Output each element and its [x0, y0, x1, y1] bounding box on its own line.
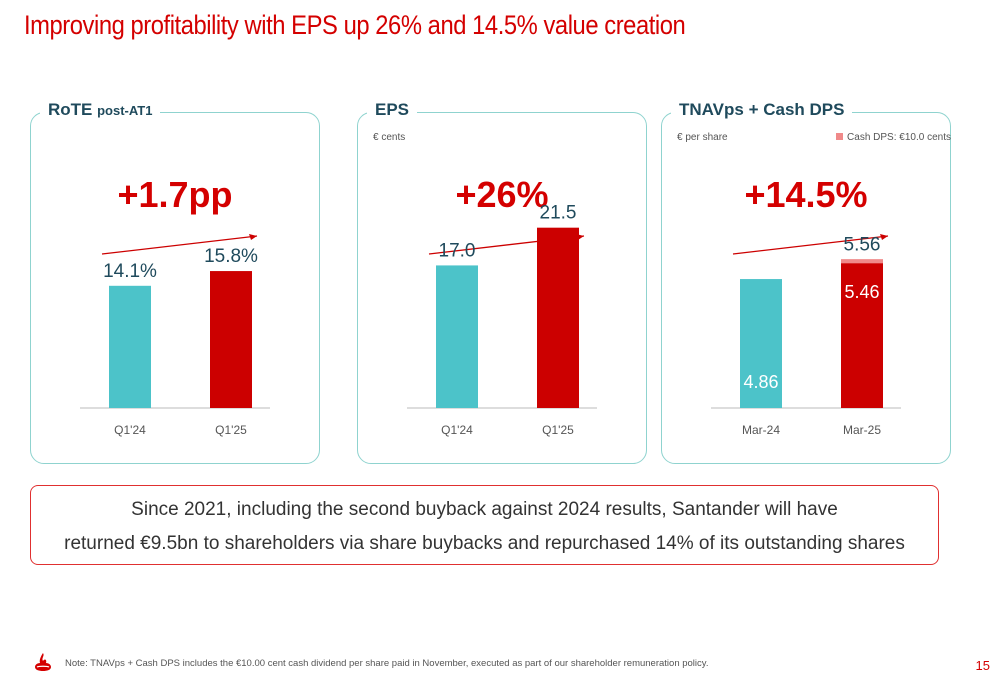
growth-arrow-line [732, 235, 889, 255]
bar [537, 227, 579, 408]
x-tick-label: Mar-25 [843, 423, 881, 437]
data-label: 15.8% [204, 246, 258, 267]
total-label: 5.56 [844, 234, 881, 255]
bar [841, 263, 883, 408]
callout-line-2: returned €9.5bn to shareholders via shar… [64, 533, 905, 554]
growth-arrow-head [880, 234, 888, 240]
x-tick-label: Q1'24 [114, 423, 146, 437]
growth-label: +26% [455, 174, 549, 215]
panel-title: EPS [367, 100, 418, 120]
rote-chart: Q1'24 14.1% Q1'25 15.8% [80, 234, 270, 437]
eps-chart: Q1'24 17.0 Q1'25 21.5 [407, 203, 597, 437]
legend: Cash DPS: €10.0 cents [836, 132, 951, 143]
panel-title: TNAVps + Cash DPS [671, 100, 853, 120]
santander-flame-icon [35, 653, 51, 671]
bar [109, 285, 151, 408]
data-label: 21.5 [540, 203, 577, 224]
buyback-callout: Since 2021, including the second buyback… [30, 485, 939, 565]
callout-line-1: Since 2021, including the second buyback… [131, 499, 838, 520]
legend-swatch [836, 133, 844, 140]
growth-arrow-line [101, 235, 258, 255]
tnav-chart: Mar-24 4.86 Mar-25 5.46 5.56 [711, 234, 901, 437]
data-label: 5.46 [844, 282, 879, 302]
x-tick-label: Q1'25 [215, 423, 247, 437]
panel-frame [357, 112, 647, 464]
unit-label: € cents [373, 132, 406, 143]
growth-label: +1.7pp [117, 174, 233, 215]
unit-label: € per share [677, 132, 728, 143]
panel-title: RoTE post-AT1 [40, 100, 161, 120]
growth-label: +14.5% [744, 174, 868, 215]
growth-arrow-head [249, 234, 257, 240]
panel-frame [30, 112, 320, 464]
page-title: Improving profitability with EPS up 26% … [24, 10, 686, 40]
footnote: Note: TNAVps + Cash DPS includes the €10… [65, 658, 709, 669]
data-label: 4.86 [743, 372, 778, 392]
x-tick-label: Mar-24 [742, 423, 780, 437]
bar [436, 265, 478, 408]
data-label: 14.1% [103, 261, 157, 282]
x-tick-label: Q1'25 [542, 423, 574, 437]
rote-panel: RoTE post-AT1 +1.7pp Q1'24 14.1% Q1'25 15.8… [30, 100, 320, 464]
x-tick-label: Q1'24 [441, 423, 473, 437]
page-number: 15 [975, 658, 990, 673]
tnav-panel: TNAVps + Cash DPS € per share Cash DPS: … [661, 100, 951, 464]
data-label: 17.0 [439, 240, 476, 261]
bar [210, 271, 252, 408]
bar [740, 279, 782, 408]
legend-label: Cash DPS: €10.0 cents [847, 132, 951, 143]
bar-segment-cash-dps [841, 259, 883, 264]
eps-panel: EPS € cents +26% Q1'24 17.0 Q1'25 21.5 [357, 100, 647, 464]
